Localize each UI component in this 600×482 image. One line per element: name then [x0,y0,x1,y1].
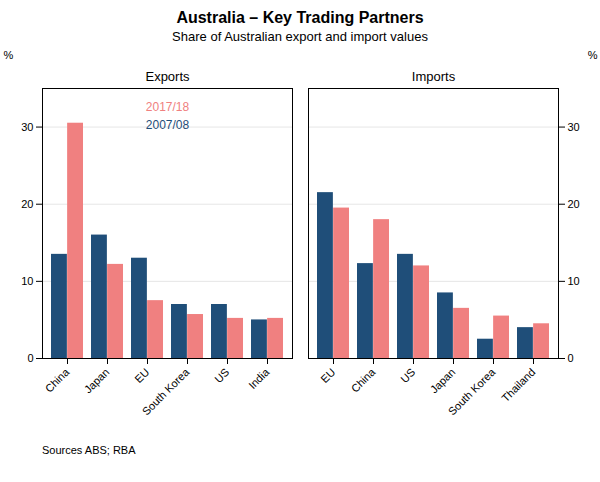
svg-text:Japan: Japan [82,366,112,396]
svg-text:Exports: Exports [145,69,190,84]
html-text:Share of Australian export and: Share of Australian export and import va… [172,29,428,44]
svg-text:India: India [246,365,272,391]
svg-text:30: 30 [568,121,580,133]
svg-text:EU: EU [318,366,337,385]
svg-text:US: US [398,366,417,385]
svg-text:10: 10 [21,275,33,287]
svg-text:%: % [588,49,598,61]
svg-text:South Korea: South Korea [446,365,498,417]
svg-text:Japan: Japan [428,366,458,396]
svg-text:US: US [212,366,231,385]
html-text:Sources ABS; RBA: Sources ABS; RBA [42,444,136,456]
svg-text:2007/08: 2007/08 [146,118,190,132]
svg-text:Thailand: Thailand [499,366,537,404]
svg-text:2017/18: 2017/18 [146,100,190,114]
svg-text:China: China [43,365,72,394]
svg-text:%: % [4,49,14,61]
html-text:Australia – Key Trading Partne: Australia – Key Trading Partners [176,9,424,26]
svg-text:0: 0 [27,352,33,364]
svg-text:30: 30 [21,121,33,133]
svg-text:EU: EU [132,366,151,385]
svg-text:Imports: Imports [412,69,456,84]
svg-text:China: China [349,365,378,394]
svg-text:10: 10 [568,275,580,287]
svg-text:South Korea: South Korea [140,365,192,417]
svg-text:0: 0 [568,352,574,364]
svg-text:20: 20 [21,198,33,210]
svg-text:20: 20 [568,198,580,210]
